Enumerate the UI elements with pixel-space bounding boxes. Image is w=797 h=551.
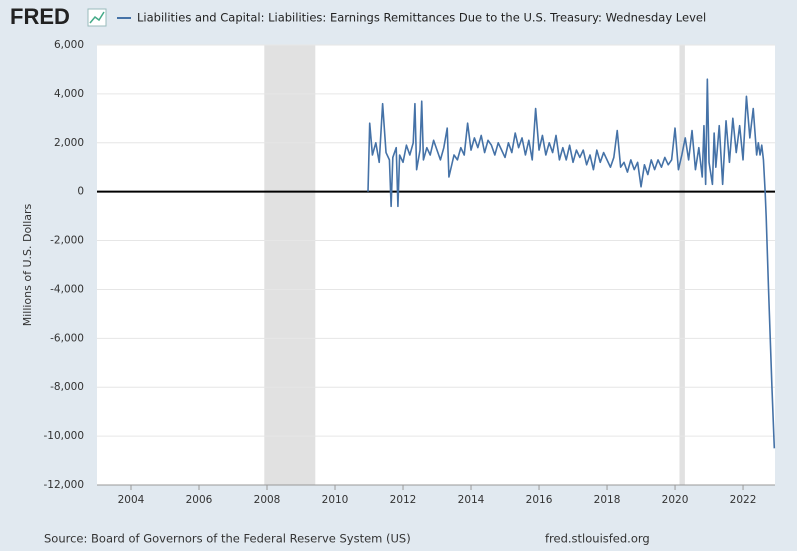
y-axis-title: Millions of U.S. Dollars	[21, 203, 34, 326]
x-tick-label: 2022	[730, 494, 757, 506]
x-tick-label: 2014	[458, 494, 485, 506]
y-tick-label: -6,000	[50, 332, 84, 344]
x-tick-label: 2008	[254, 494, 281, 506]
logo-icon	[87, 8, 107, 27]
x-tick-label: 2020	[662, 494, 689, 506]
legend-label: Liabilities and Capital: Liabilities: Ea…	[137, 11, 706, 25]
y-tick-label: 0	[77, 186, 84, 198]
url: fred.stlouisfed.org	[545, 532, 650, 546]
x-tick-label: 2012	[390, 494, 417, 506]
y-tick-label: -8,000	[50, 381, 84, 393]
y-tick-label: -12,000	[43, 479, 84, 491]
y-tick-label: -2,000	[50, 235, 84, 247]
y-tick-label: 2,000	[54, 137, 84, 149]
logo: FRED	[10, 4, 70, 29]
x-tick-label: 2004	[118, 494, 145, 506]
x-tick-label: 2018	[594, 494, 621, 506]
series-line	[367, 78, 776, 449]
x-tick-label: 2006	[186, 494, 213, 506]
y-tick-label: -10,000	[43, 430, 84, 442]
y-tick-label: -4,000	[50, 283, 84, 295]
x-tick-label: 2016	[526, 494, 553, 506]
y-tick-label: 4,000	[54, 88, 84, 100]
recession-band	[679, 45, 685, 485]
x-tick-label: 2010	[322, 494, 349, 506]
source: Source: Board of Governors of the Federa…	[44, 532, 411, 546]
recession-band	[264, 45, 316, 485]
y-tick-label: 6,000	[54, 39, 84, 51]
plot-area	[97, 45, 775, 485]
